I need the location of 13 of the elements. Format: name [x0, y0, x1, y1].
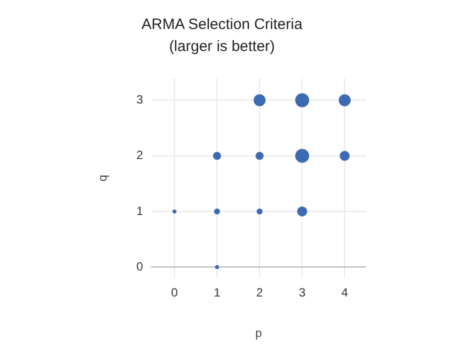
y-tick-label: 2	[136, 148, 144, 162]
y-tick-label: 0	[136, 259, 144, 274]
y-tick-label: 3	[136, 92, 144, 107]
x-tick-label: 2	[256, 286, 264, 300]
chart-subtitle: (larger is better)	[169, 38, 275, 56]
y-axis-title: q	[96, 174, 110, 182]
chart-title: ARMA Selection Criteria	[142, 16, 304, 34]
x-tick-label: 3	[298, 286, 306, 300]
x-tick-label: 0	[171, 286, 178, 300]
y-tick-label: 1	[136, 204, 144, 218]
x-axis-title: p	[255, 326, 262, 340]
x-tick-label: 1	[214, 286, 221, 300]
x-tick-label: 4	[341, 286, 348, 300]
